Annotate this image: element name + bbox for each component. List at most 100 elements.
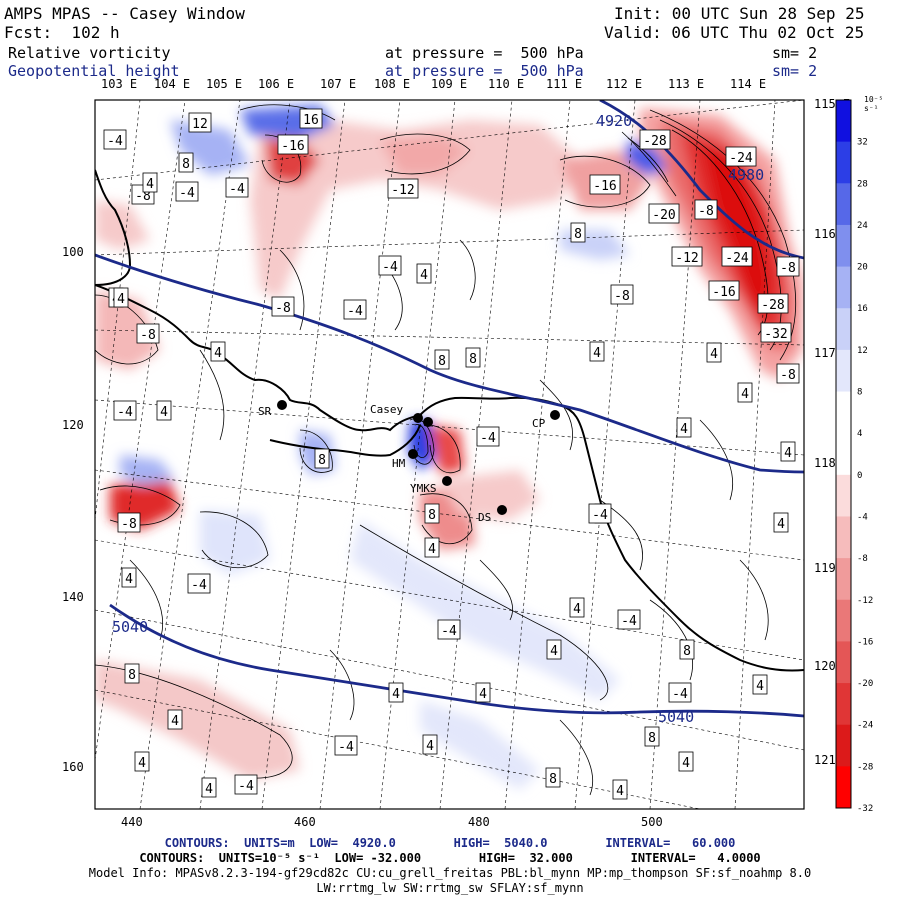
colorbar-label: 20: [857, 263, 868, 273]
vorticity-label-box: [569, 597, 585, 618]
vorticity-label-text: -8: [698, 204, 714, 219]
vorticity-label: -8: [694, 199, 718, 220]
vorticity-contours: [95, 104, 797, 796]
height-label: 5040: [658, 708, 694, 726]
lon-label: 106 E: [258, 77, 295, 91]
vorticity-label-text: 8: [128, 668, 136, 683]
lon-label: 107 E: [320, 77, 357, 91]
vorticity-label-text: -28: [643, 134, 666, 149]
vorticity-label-text: 4: [784, 446, 792, 461]
vorticity-label-box: [210, 341, 226, 362]
vorticity-label-box: [187, 573, 211, 594]
vorticity-label: 12: [188, 112, 212, 133]
station-label-sr: SR: [258, 405, 272, 418]
station-marker: [550, 410, 560, 420]
vorticity-label-box: [760, 322, 792, 343]
vorticity-label: -4: [187, 573, 211, 594]
colorbar-swatch: [836, 141, 851, 184]
map-frame: [94, 99, 805, 810]
vorticity-label-box: [476, 426, 500, 447]
vorticity-label: -4: [234, 774, 258, 795]
vorticity-label: 4: [416, 263, 432, 284]
vorticity-label-text: 4: [205, 782, 213, 797]
vorticity-label-text: -4: [672, 687, 688, 702]
vorticity-label-text: -8: [275, 301, 291, 316]
vorticity-label: 4: [706, 342, 722, 363]
colorbar-label: 12: [857, 346, 868, 356]
vorticity-label: -20: [648, 203, 680, 224]
colorbar-swatch: [836, 224, 851, 268]
vorticity-label-box: [424, 503, 440, 524]
vorticity-label: 4: [589, 341, 605, 362]
height-contours: [95, 100, 804, 718]
vorticity-label-box: [639, 129, 671, 150]
vorticity-label: -8: [136, 323, 160, 344]
vorticity-label-text: -4: [480, 431, 496, 446]
map-title: AMPS MPAS -- Casey Window: [4, 4, 245, 23]
vorticity-label-text: 4: [573, 602, 581, 617]
colorbar-label: -8: [857, 554, 868, 564]
vorticity-label-box: [136, 323, 160, 344]
vorticity-label-text: 4: [680, 422, 688, 437]
colorbar-label: -16: [857, 637, 873, 647]
vorticity-label-box: [679, 639, 695, 660]
vorticity-label-text: -8: [135, 189, 151, 204]
colorbar-label: 28: [857, 179, 868, 189]
colorbar-label: 16: [857, 304, 868, 314]
vorticity-label-box: [612, 779, 628, 800]
colorbar-swatch: [836, 308, 851, 351]
vorticity-label-text: 8: [648, 731, 656, 746]
vorticity-label-text: -4: [347, 304, 363, 319]
station-label-casey: Casey: [370, 403, 403, 416]
colorbar-label: 4: [857, 429, 862, 439]
vorticity-label-text: -4: [338, 740, 354, 755]
colorbar-swatch: [836, 474, 851, 517]
vorticity-label-box: [780, 441, 796, 462]
vorticity-label-text: -4: [117, 405, 133, 420]
vorticity-label: 4: [546, 639, 562, 660]
footer-model-info: Model Info: MPASv8.2.3-194-gf29cd82c CU:…: [88, 866, 812, 880]
vorticity-label-text: 4: [214, 346, 222, 361]
vorticity-label-box: [668, 682, 692, 703]
vorticity-label: -24: [725, 146, 757, 167]
vorticity-label-text: 4: [146, 177, 154, 192]
vorticity-label: -12: [671, 246, 703, 267]
vorticity-label-box: [334, 735, 358, 756]
footer-model-info-2: LW:rrtmg_lw SW:rrtmg_sw SFLAY:sf_mynn: [316, 881, 584, 895]
vorticity-label-box: [475, 682, 491, 703]
vorticity-label: 8: [570, 222, 586, 243]
vorticity-label-text: -8: [121, 517, 137, 532]
vorticity-label-text: 4: [741, 387, 749, 402]
vorticity-label: -4: [378, 255, 402, 276]
latlon-grid: [95, 100, 804, 809]
field2-smoothing: sm= 2: [772, 62, 818, 80]
vorticity-label: -4: [476, 426, 500, 447]
vorticity-label: -12: [387, 178, 419, 199]
y-tick-label: 100: [62, 245, 84, 259]
vorticity-label: 8: [465, 347, 481, 368]
vorticity-label-box: [167, 709, 183, 730]
field1-level: at pressure = 500 hPa: [385, 44, 584, 62]
vorticity-label: 4: [424, 537, 440, 558]
vorticity-label: 4: [612, 779, 628, 800]
vorticity-label-text: -4: [191, 578, 207, 593]
vorticity-label-text: -16: [593, 179, 616, 194]
vorticity-label-text: 8: [182, 157, 190, 172]
vorticity-label-text: 4: [756, 679, 764, 694]
station-marker: [277, 400, 287, 410]
vorticity-label-box: [676, 417, 692, 438]
vorticity-label-box: [175, 181, 199, 202]
vorticity-label-text: 8: [428, 508, 436, 523]
vorticity-label-box: [546, 639, 562, 660]
vorticity-label-box: [610, 284, 634, 305]
vorticity-label-box: [671, 246, 703, 267]
vorticity-label-text: -24: [725, 251, 749, 266]
vorticity-label-box: [644, 726, 660, 747]
station-marker: [423, 417, 433, 427]
vorticity-label-box: [588, 503, 612, 524]
vorticity-label-text: 8: [683, 644, 691, 659]
colorbar-label: -32: [857, 804, 873, 814]
vorticity-label-text: 4: [392, 687, 400, 702]
vorticity-label-text: 8: [438, 354, 446, 369]
vorticity-label-text: -24: [729, 151, 753, 166]
